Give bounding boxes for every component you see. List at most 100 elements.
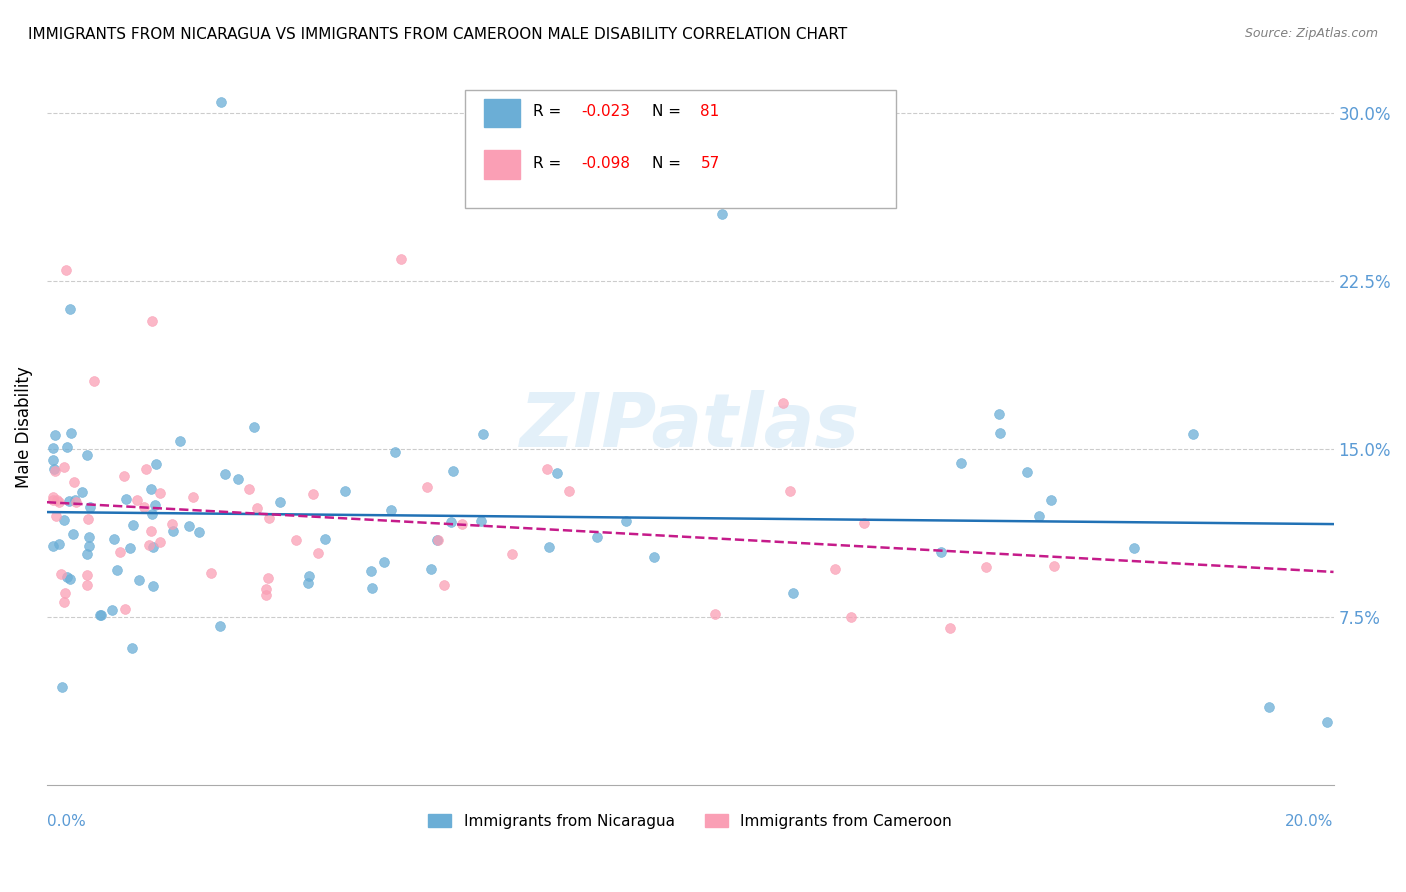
Point — [42, 490, 65, 504]
Point — [125, 492, 148, 507]
Point — [45, 509, 67, 524]
Point — [188, 524, 211, 539]
Point — [987, 407, 1010, 421]
Point — [121, 640, 143, 655]
Point — [238, 482, 260, 496]
Text: 81: 81 — [700, 104, 720, 119]
Point — [779, 483, 801, 498]
Point — [132, 500, 155, 514]
Point — [939, 621, 962, 635]
Point — [259, 511, 281, 525]
Point — [142, 579, 165, 593]
Point — [1015, 466, 1038, 480]
Point — [114, 602, 136, 616]
Point — [501, 547, 523, 561]
Point — [988, 425, 1011, 440]
Point — [200, 566, 222, 580]
Point — [586, 530, 609, 544]
Point — [949, 456, 972, 470]
Point — [302, 487, 325, 501]
Point — [42, 461, 65, 475]
Point — [51, 566, 73, 581]
Point — [59, 425, 82, 440]
Point — [433, 578, 456, 592]
Point — [226, 472, 249, 486]
Point — [115, 492, 138, 507]
Point — [145, 457, 167, 471]
Point — [76, 449, 98, 463]
Point — [427, 533, 450, 548]
Point — [128, 573, 150, 587]
Point — [76, 547, 98, 561]
Point — [169, 434, 191, 448]
Text: IMMIGRANTS FROM NICARAGUA VS IMMIGRANTS FROM CAMEROON MALE DISABILITY CORRELATIO: IMMIGRANTS FROM NICARAGUA VS IMMIGRANTS … — [28, 27, 848, 42]
Point — [297, 576, 319, 591]
Point — [141, 508, 163, 522]
Point — [52, 594, 75, 608]
Point — [242, 420, 264, 434]
Point — [52, 459, 75, 474]
Point — [1316, 715, 1339, 730]
Point — [62, 475, 84, 489]
Point — [179, 518, 201, 533]
Point — [824, 562, 846, 576]
Bar — [484, 99, 520, 128]
Bar — [484, 150, 520, 179]
Point — [929, 545, 952, 559]
Point — [149, 534, 172, 549]
Point — [269, 495, 291, 509]
Text: 20.0%: 20.0% — [1285, 814, 1333, 829]
Text: 0.0%: 0.0% — [46, 814, 86, 829]
Point — [537, 541, 560, 555]
Point — [63, 492, 86, 507]
Point — [181, 491, 204, 505]
Point — [208, 619, 231, 633]
Text: R =: R = — [533, 104, 567, 119]
Point — [139, 483, 162, 497]
Point — [373, 555, 395, 569]
Point — [120, 541, 142, 555]
Point — [380, 503, 402, 517]
Point — [333, 483, 356, 498]
Point — [122, 517, 145, 532]
Point — [254, 582, 277, 596]
Point — [83, 375, 105, 389]
Point — [55, 263, 77, 277]
Point — [416, 480, 439, 494]
Point — [55, 570, 77, 584]
Point — [307, 546, 329, 560]
Point — [48, 537, 70, 551]
Point — [79, 500, 101, 515]
Point — [470, 514, 492, 528]
Point — [77, 512, 100, 526]
Point — [112, 469, 135, 483]
Point — [141, 313, 163, 327]
Point — [101, 603, 124, 617]
Point — [853, 516, 876, 531]
Point — [536, 462, 558, 476]
Point — [704, 607, 727, 622]
Point — [389, 252, 412, 266]
Point — [44, 464, 66, 478]
Point — [138, 537, 160, 551]
Point — [58, 494, 80, 508]
Point — [107, 563, 129, 577]
Point — [160, 517, 183, 532]
Point — [76, 578, 98, 592]
Legend: Immigrants from Nicaragua, Immigrants from Cameroon: Immigrants from Nicaragua, Immigrants fr… — [422, 807, 957, 835]
Text: N =: N = — [651, 155, 686, 170]
Point — [77, 539, 100, 553]
Text: Source: ZipAtlas.com: Source: ZipAtlas.com — [1244, 27, 1378, 40]
Point — [782, 586, 804, 600]
Text: -0.023: -0.023 — [581, 104, 630, 119]
Point — [384, 445, 406, 459]
Text: -0.098: -0.098 — [581, 155, 630, 170]
Point — [209, 95, 232, 109]
Point — [77, 530, 100, 544]
Point — [285, 533, 308, 547]
Point — [711, 207, 734, 221]
Text: 57: 57 — [700, 155, 720, 170]
Point — [44, 427, 66, 442]
Point — [42, 453, 65, 467]
Text: R =: R = — [533, 155, 567, 170]
